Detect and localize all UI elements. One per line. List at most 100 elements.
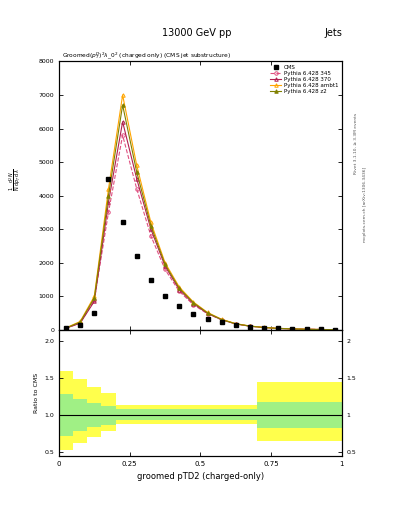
Pythia 6.428 z2 <box>191 300 196 306</box>
Pythia 6.428 z2 <box>106 193 111 199</box>
Pythia 6.428 ambt1 <box>276 325 281 331</box>
Pythia 6.428 ambt1 <box>304 326 309 332</box>
Pythia 6.428 370 <box>332 327 337 333</box>
CMS <box>248 324 252 330</box>
Pythia 6.428 ambt1 <box>106 186 111 192</box>
CMS <box>332 327 337 333</box>
Pythia 6.428 370 <box>177 287 182 293</box>
Text: Jets: Jets <box>324 28 342 38</box>
Pythia 6.428 370 <box>205 310 210 316</box>
Pythia 6.428 z2 <box>290 326 295 332</box>
Pythia 6.428 ambt1 <box>163 260 167 266</box>
Pythia 6.428 370 <box>106 199 111 205</box>
Pythia 6.428 345 <box>106 209 111 216</box>
Pythia 6.428 ambt1 <box>92 293 97 300</box>
Pythia 6.428 370 <box>276 326 281 332</box>
Pythia 6.428 z2 <box>332 327 337 333</box>
Pythia 6.428 345 <box>163 266 167 272</box>
Pythia 6.428 z2 <box>205 310 210 316</box>
CMS <box>120 220 125 226</box>
Pythia 6.428 345 <box>248 323 252 329</box>
Line: Pythia 6.428 z2: Pythia 6.428 z2 <box>64 103 336 331</box>
Text: $\frac{1}{\mathrm{N}}\,\frac{\mathrm{d}^2N}{\mathrm{d}p_T\,\mathrm{d}\lambda}$: $\frac{1}{\mathrm{N}}\,\frac{\mathrm{d}^… <box>7 168 24 190</box>
Pythia 6.428 345 <box>64 325 68 331</box>
Pythia 6.428 z2 <box>134 169 139 175</box>
CMS <box>233 322 238 328</box>
Pythia 6.428 370 <box>219 317 224 323</box>
Pythia 6.428 345 <box>149 233 153 239</box>
Pythia 6.428 345 <box>332 327 337 333</box>
Pythia 6.428 370 <box>290 326 295 332</box>
Pythia 6.428 345 <box>219 317 224 323</box>
CMS <box>78 322 83 328</box>
Pythia 6.428 370 <box>149 226 153 232</box>
Pythia 6.428 z2 <box>304 326 309 332</box>
Pythia 6.428 ambt1 <box>262 325 266 331</box>
CMS <box>219 319 224 326</box>
Pythia 6.428 ambt1 <box>120 92 125 98</box>
Pythia 6.428 ambt1 <box>290 326 295 332</box>
Pythia 6.428 345 <box>78 320 83 326</box>
Pythia 6.428 z2 <box>163 261 167 267</box>
Pythia 6.428 345 <box>276 325 281 331</box>
Text: 13000 GeV pp: 13000 GeV pp <box>162 28 231 38</box>
Pythia 6.428 370 <box>191 301 196 307</box>
Line: Pythia 6.428 345: Pythia 6.428 345 <box>64 134 336 331</box>
Pythia 6.428 z2 <box>120 102 125 108</box>
Text: Groomed$(p_T^D)^2\lambda\_0^2$ (charged only) (CMS jet substructure): Groomed$(p_T^D)^2\lambda\_0^2$ (charged … <box>62 51 231 61</box>
Pythia 6.428 370 <box>120 119 125 125</box>
Pythia 6.428 z2 <box>233 321 238 327</box>
CMS <box>205 316 210 322</box>
Line: Pythia 6.428 370: Pythia 6.428 370 <box>64 120 336 331</box>
Pythia 6.428 z2 <box>219 316 224 323</box>
CMS <box>134 253 139 259</box>
Pythia 6.428 370 <box>318 327 323 333</box>
Pythia 6.428 ambt1 <box>233 321 238 327</box>
Pythia 6.428 370 <box>92 298 97 305</box>
CMS <box>177 303 182 309</box>
Pythia 6.428 370 <box>64 325 68 331</box>
Pythia 6.428 370 <box>248 323 252 329</box>
CMS <box>149 276 153 283</box>
CMS <box>276 325 281 331</box>
Pythia 6.428 370 <box>233 321 238 327</box>
Pythia 6.428 345 <box>262 325 266 331</box>
Pythia 6.428 ambt1 <box>332 327 337 333</box>
Line: CMS: CMS <box>64 177 336 331</box>
Pythia 6.428 ambt1 <box>78 318 83 325</box>
Pythia 6.428 z2 <box>276 325 281 331</box>
Pythia 6.428 ambt1 <box>149 220 153 226</box>
Pythia 6.428 z2 <box>64 325 68 331</box>
CMS <box>106 176 111 182</box>
Pythia 6.428 370 <box>304 326 309 332</box>
Pythia 6.428 z2 <box>149 223 153 229</box>
CMS <box>92 310 97 316</box>
Pythia 6.428 345 <box>177 288 182 294</box>
Pythia 6.428 345 <box>191 302 196 308</box>
CMS <box>64 325 68 331</box>
Pythia 6.428 ambt1 <box>248 323 252 329</box>
Y-axis label: Ratio to CMS: Ratio to CMS <box>34 373 39 413</box>
Pythia 6.428 ambt1 <box>134 162 139 168</box>
CMS <box>163 293 167 300</box>
Pythia 6.428 345 <box>233 321 238 327</box>
Pythia 6.428 345 <box>120 132 125 138</box>
Pythia 6.428 z2 <box>262 325 266 331</box>
CMS <box>191 311 196 317</box>
Pythia 6.428 345 <box>304 326 309 332</box>
Pythia 6.428 370 <box>134 176 139 182</box>
Pythia 6.428 ambt1 <box>64 325 68 331</box>
Legend: CMS, Pythia 6.428 345, Pythia 6.428 370, Pythia 6.428 ambt1, Pythia 6.428 z2: CMS, Pythia 6.428 345, Pythia 6.428 370,… <box>269 64 339 95</box>
Pythia 6.428 ambt1 <box>219 316 224 323</box>
CMS <box>262 325 266 331</box>
Pythia 6.428 z2 <box>318 327 323 333</box>
Pythia 6.428 345 <box>290 326 295 332</box>
CMS <box>290 326 295 332</box>
Pythia 6.428 370 <box>78 320 83 326</box>
Text: Rivet 3.1.10, ≥ 3.3M events: Rivet 3.1.10, ≥ 3.3M events <box>354 113 358 174</box>
Pythia 6.428 z2 <box>248 323 252 329</box>
Pythia 6.428 345 <box>318 326 323 332</box>
Pythia 6.428 370 <box>163 263 167 269</box>
Pythia 6.428 ambt1 <box>191 299 196 305</box>
Pythia 6.428 z2 <box>177 285 182 291</box>
